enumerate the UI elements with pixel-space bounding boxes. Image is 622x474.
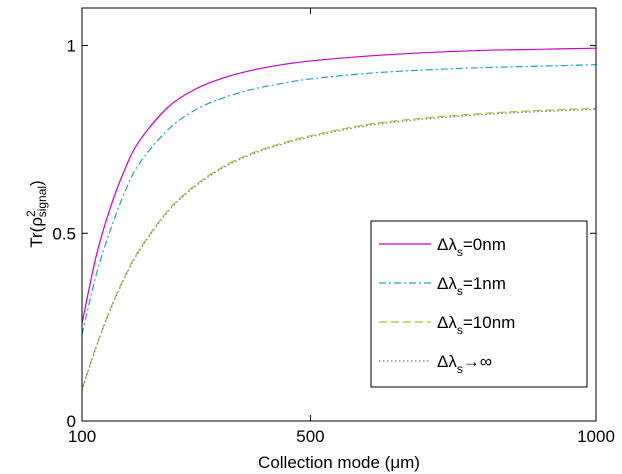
y-tick-label: 1 [67, 37, 76, 56]
ticks-layer: 100 500 1000 0 0.5 1 [52, 8, 615, 446]
y-axis-label: Tr(ρ2signal) [24, 180, 49, 247]
plot-frame [81, 7, 597, 422]
x-tick-label: 500 [296, 427, 324, 446]
legend-label-3: Δλs→∞ [437, 352, 492, 376]
series-line-1 [81, 64, 597, 335]
y-tick-label: 0.5 [52, 224, 76, 243]
legend-label-2: Δλs=10nm [437, 313, 515, 337]
x-tick-label: 100 [68, 427, 96, 446]
x-tick-label: 1000 [577, 427, 615, 446]
legend-box [370, 220, 588, 388]
series-layer [81, 47, 597, 391]
series-line-3 [81, 108, 597, 391]
legend: Δλs=0nm Δλs=1nm Δλs=10nm Δλs→∞ [370, 220, 588, 388]
series-line-0 [81, 47, 597, 324]
legend-label-0: Δλs=0nm [437, 235, 506, 259]
legend-label-1: Δλs=1nm [437, 274, 506, 298]
y-tick-label: 0 [67, 412, 76, 431]
x-axis-label: Collection mode (μm) [258, 453, 420, 472]
